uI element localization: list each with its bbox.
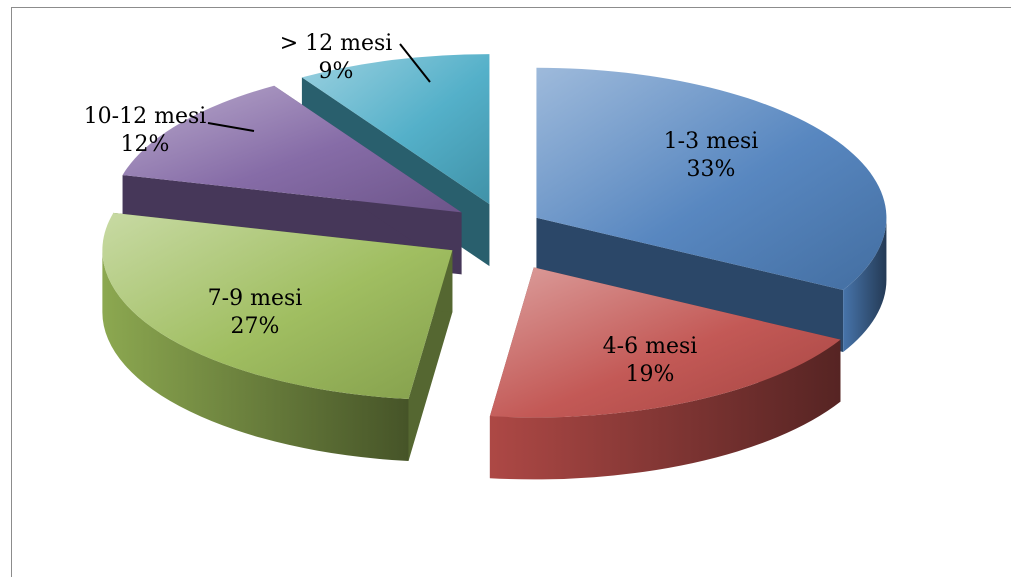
pie-slice-3	[102, 212, 453, 462]
slice-label: 4-6 mesi	[603, 334, 698, 359]
pie-slice-2	[489, 267, 841, 480]
slice-label: > 12 mesi	[280, 31, 393, 56]
slice-value-label: 19%	[626, 362, 675, 387]
leader-line-4	[207, 122, 255, 132]
slice-value-label: 9%	[319, 59, 354, 84]
slice-label: 7-9 mesi	[208, 286, 303, 311]
slice-value-label: 12%	[121, 132, 170, 157]
slice-value-label: 27%	[231, 314, 280, 339]
slice-value-label: 33%	[687, 157, 736, 182]
pie-slice-1	[536, 67, 887, 353]
leader-line-5	[399, 43, 431, 83]
slice-label: 1-3 mesi	[664, 129, 759, 154]
slice-label: 10-12 mesi	[84, 104, 207, 129]
